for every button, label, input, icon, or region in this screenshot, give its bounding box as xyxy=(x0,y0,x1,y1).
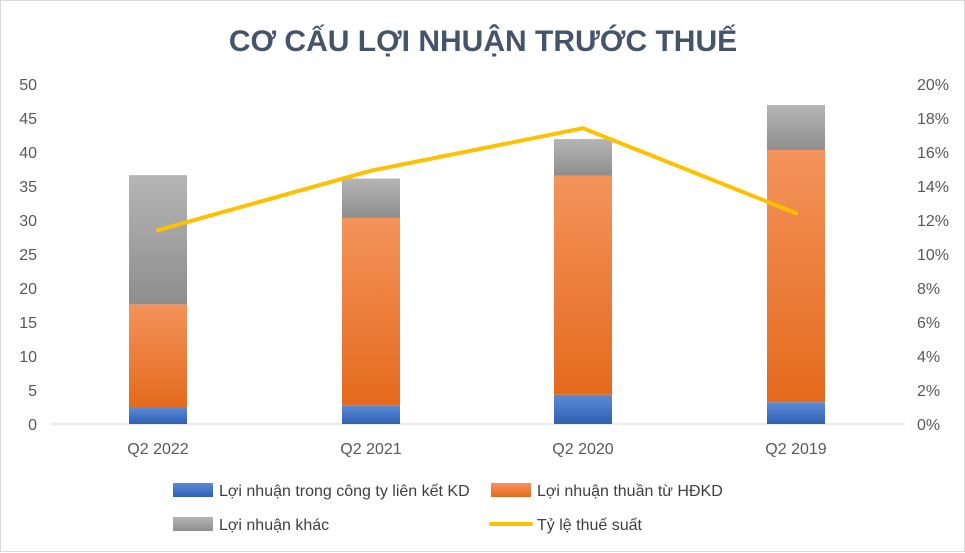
y-tick-label: 45 xyxy=(19,111,37,128)
bar-segment-operating xyxy=(554,175,612,395)
legend-label-other: Lợi nhuận khác xyxy=(219,517,329,534)
y2-tick-label: 14% xyxy=(917,179,949,196)
y2-tick-label: 20% xyxy=(917,77,949,94)
y-tick-label: 0 xyxy=(28,417,37,434)
y-tick-label: 35 xyxy=(19,179,37,196)
y2-tick-label: 12% xyxy=(917,213,949,230)
y-tick-label: 20 xyxy=(19,281,37,298)
x-axis: Q2 2022 Q2 2021 Q2 2020 Q2 2019 xyxy=(127,441,826,458)
y-tick-label: 50 xyxy=(19,77,37,94)
y-axis-left: 0 5 10 15 20 25 30 35 40 45 50 xyxy=(19,77,37,434)
bar-segment-associates xyxy=(342,405,400,424)
y-tick-label: 5 xyxy=(28,383,37,400)
y2-tick-label: 10% xyxy=(917,247,949,264)
y2-tick-label: 16% xyxy=(917,145,949,162)
y2-tick-label: 0% xyxy=(917,417,940,434)
y-tick-label: 30 xyxy=(19,213,37,230)
x-tick-label: Q2 2021 xyxy=(340,441,401,458)
bar-segment-other xyxy=(554,139,612,176)
bar-segment-associates xyxy=(129,407,187,424)
bar-segment-associates xyxy=(554,394,612,424)
tax-rate-line-group xyxy=(156,126,798,233)
legend-swatch-associates xyxy=(173,483,213,497)
y2-tick-label: 18% xyxy=(917,111,949,128)
y-tick-label: 25 xyxy=(19,247,37,264)
x-tick-label: Q2 2022 xyxy=(127,441,188,458)
legend-swatch-other xyxy=(173,517,213,531)
bar-segment-other xyxy=(129,175,187,305)
y-axis-right: 0% 2% 4% 6% 8% 10% 12% 14% 16% 18% 20% xyxy=(917,77,949,434)
x-tick-label: Q2 2019 xyxy=(765,441,826,458)
bar-segment-operating xyxy=(129,304,187,407)
bar-segment-operating xyxy=(342,217,400,406)
y-tick-label: 40 xyxy=(19,145,37,162)
bar-segment-other xyxy=(342,178,400,218)
bar-segment-operating xyxy=(767,149,825,403)
legend-label-associates: Lợi nhuận trong công ty liên kết KD xyxy=(219,483,470,500)
y-tick-label: 10 xyxy=(19,349,37,366)
legend-label-operating: Lợi nhuận thuần từ HĐKD xyxy=(537,483,723,500)
chart-title: CƠ CẤU LỢI NHUẬN TRƯỚC THUẾ xyxy=(229,24,737,58)
bar-segment-associates xyxy=(767,402,825,424)
y2-tick-label: 8% xyxy=(917,281,940,298)
x-tick-label: Q2 2020 xyxy=(552,441,613,458)
tax-rate-line xyxy=(156,126,798,233)
legend: Lợi nhuận trong công ty liên kết KD Lợi … xyxy=(173,483,723,534)
y2-tick-label: 4% xyxy=(917,349,940,366)
y2-tick-label: 2% xyxy=(917,383,940,400)
bar-segment-other xyxy=(767,105,825,150)
bars-group xyxy=(129,105,825,424)
legend-label-tax-rate: Tỷ lệ thuế suất xyxy=(537,517,643,534)
y2-tick-label: 6% xyxy=(917,315,940,332)
y-tick-label: 15 xyxy=(19,315,37,332)
legend-swatch-operating xyxy=(491,483,531,497)
